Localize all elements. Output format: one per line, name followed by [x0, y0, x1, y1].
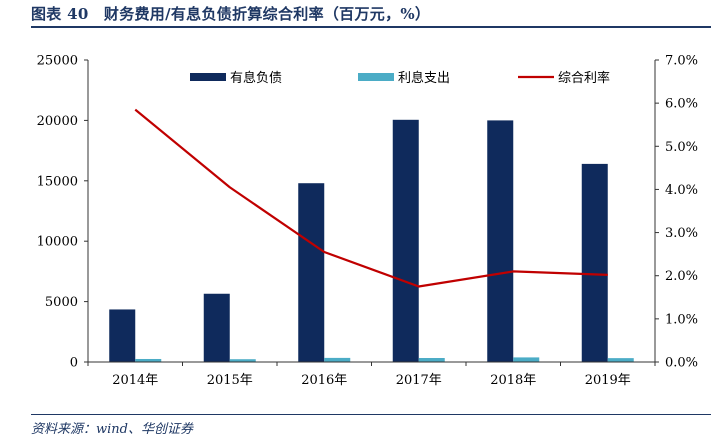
bar-interest-bearing-debt [487, 120, 514, 363]
x-tick-label: 2019年 [585, 373, 631, 388]
right-tick-label: 5.0% [665, 140, 698, 155]
line-series [134, 108, 608, 288]
title-divider [31, 26, 711, 28]
bar-interest-expense [324, 357, 351, 362]
right-tick-label: 2.0% [665, 269, 698, 284]
left-tick-label: 0 [70, 356, 78, 371]
legend: 有息负债 利息支出 综合利率 [190, 70, 610, 86]
bar-interest-expense [513, 357, 540, 362]
right-tick-label: 0.0% [665, 356, 698, 371]
bar-interest-bearing-debt [581, 163, 608, 362]
bar-interest-expense [135, 358, 162, 362]
source-divider [31, 414, 711, 415]
right-tick-label: 1.0% [665, 312, 698, 327]
x-tick-label: 2018年 [490, 373, 536, 388]
legend-label: 综合利率 [558, 70, 610, 86]
bar-interest-bearing-debt [203, 293, 230, 362]
source-note: 资料来源：wind、华创证券 [31, 422, 193, 437]
left-tick-label: 10000 [37, 235, 78, 250]
x-tick-label: 2014年 [112, 373, 158, 388]
x-tick-label: 2015年 [207, 373, 253, 388]
bar-interest-bearing-debt [298, 183, 325, 362]
bar-interest-expense [418, 358, 445, 362]
legend-label: 利息支出 [398, 70, 450, 86]
right-tick-label: 6.0% [665, 97, 698, 112]
left-tick-label: 20000 [37, 114, 78, 129]
axes: 0 5000 10000 15000 20000 25000 0.0% 1.0% 2.0% 3.0… [37, 54, 698, 389]
bar-interest-expense [229, 359, 256, 362]
right-tick-label: 3.0% [665, 226, 698, 241]
left-tick-label: 25000 [37, 54, 78, 69]
bar-interest-bearing-debt [109, 309, 136, 362]
left-tick-label: 5000 [45, 295, 78, 310]
legend-label: 有息负债 [230, 70, 282, 86]
bar-interest-expense [607, 358, 634, 362]
bar-series [109, 119, 634, 363]
x-tick-label: 2017年 [396, 373, 442, 388]
x-tick-label: 2016年 [301, 373, 347, 388]
right-tick-label: 7.0% [665, 54, 698, 69]
chart-title: 图表 40 财务费用/有息负债折算综合利率（百万元，%） [31, 5, 431, 23]
left-tick-label: 15000 [37, 174, 78, 189]
legend-swatch-expense [358, 73, 394, 81]
legend-swatch-debt [190, 73, 226, 81]
right-tick-label: 4.0% [665, 183, 698, 198]
line-composite-rate [134, 108, 608, 288]
bar-interest-bearing-debt [392, 119, 419, 363]
